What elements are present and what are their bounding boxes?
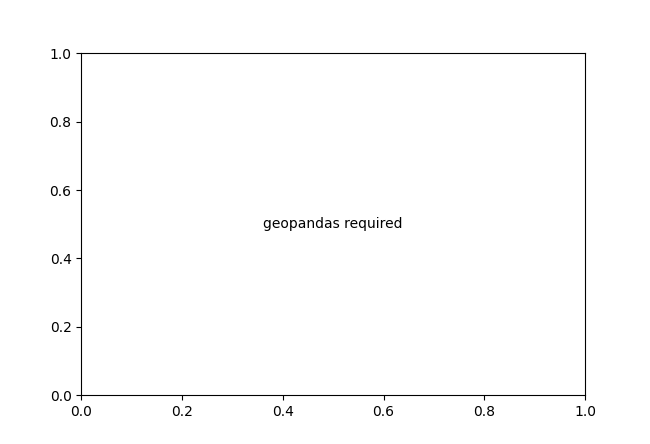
Text: geopandas required: geopandas required: [263, 217, 403, 231]
